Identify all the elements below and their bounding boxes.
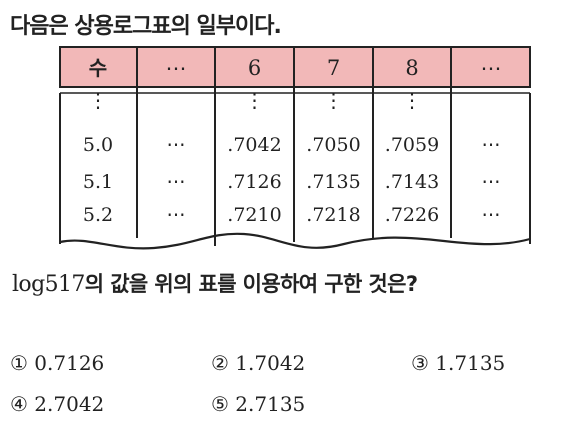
choice-value: 1.7135 [435, 351, 506, 375]
row-label: 5.0 [82, 134, 114, 156]
table-cell: .7210 [227, 204, 282, 226]
intro-text: 다음은 상용로그표의 일부이다. [10, 14, 282, 39]
table-cell: ⋯ [166, 204, 186, 226]
question-expression: log517 [12, 272, 85, 297]
header-cell-6: 6 [247, 56, 262, 80]
choice-5[interactable]: ⑤ 2.7135 [211, 392, 305, 416]
choice-number: ③ [411, 351, 429, 375]
header-cell-ellipsis: ⋯ [480, 56, 502, 80]
table-cell: .7135 [306, 171, 361, 193]
table-cell: ⋯ [481, 134, 501, 156]
table-cell: ⋯ [481, 204, 501, 226]
choice-value: 1.7042 [235, 351, 306, 375]
choice-4[interactable]: ④ 2.7042 [10, 392, 104, 416]
table-cell: ⋯ [166, 171, 186, 193]
table-cell: ⋯ [481, 171, 501, 193]
table-cell: .7042 [227, 134, 282, 156]
vdots: ⋮ [88, 88, 108, 112]
table-cell: .7226 [384, 204, 440, 226]
question-text: 의 값을 위의 표를 이용하여 구한 것은? [84, 272, 418, 296]
choice-value: 2.7135 [235, 392, 306, 416]
table-cell: ⋯ [166, 134, 186, 156]
header-cell-8: 8 [405, 56, 419, 80]
table-wavy-bottom [59, 232, 531, 250]
header-cell-su: 수 [88, 56, 108, 80]
choice-1[interactable]: ① 0.7126 [10, 351, 104, 375]
vdots: ⋮ [244, 88, 265, 112]
choice-2[interactable]: ② 1.7042 [211, 351, 305, 375]
choice-number: ① [10, 351, 28, 375]
vdots: ⋮ [402, 88, 422, 112]
table-cell: .7218 [306, 204, 361, 226]
choice-number: ④ [10, 392, 28, 416]
table-cell: .7143 [384, 171, 440, 193]
choice-number: ② [211, 351, 229, 375]
choice-3[interactable]: ③ 1.7135 [411, 351, 505, 375]
question: log517의 값을 위의 표를 이용하여 구한 것은? [12, 268, 418, 298]
choice-number: ⑤ [211, 392, 229, 416]
table-cell: .7126 [227, 171, 282, 193]
row-label: 5.1 [82, 171, 114, 193]
row-label: 5.2 [82, 204, 114, 226]
table-cell: .7059 [384, 134, 440, 156]
header-cell-ellipsis: ⋯ [165, 56, 187, 80]
choice-value: 2.7042 [34, 392, 105, 416]
log-table-frame [59, 46, 531, 250]
table-cell: .7050 [306, 134, 361, 156]
header-cell-7: 7 [326, 56, 341, 80]
choice-value: 0.7126 [34, 351, 105, 375]
log-table: 수 ⋯ 6 7 8 ⋯ ⋮ ⋮ ⋮ ⋮ 5.0 ⋯ .7042 .7050 .7… [59, 46, 531, 254]
vdots: ⋮ [323, 88, 344, 112]
